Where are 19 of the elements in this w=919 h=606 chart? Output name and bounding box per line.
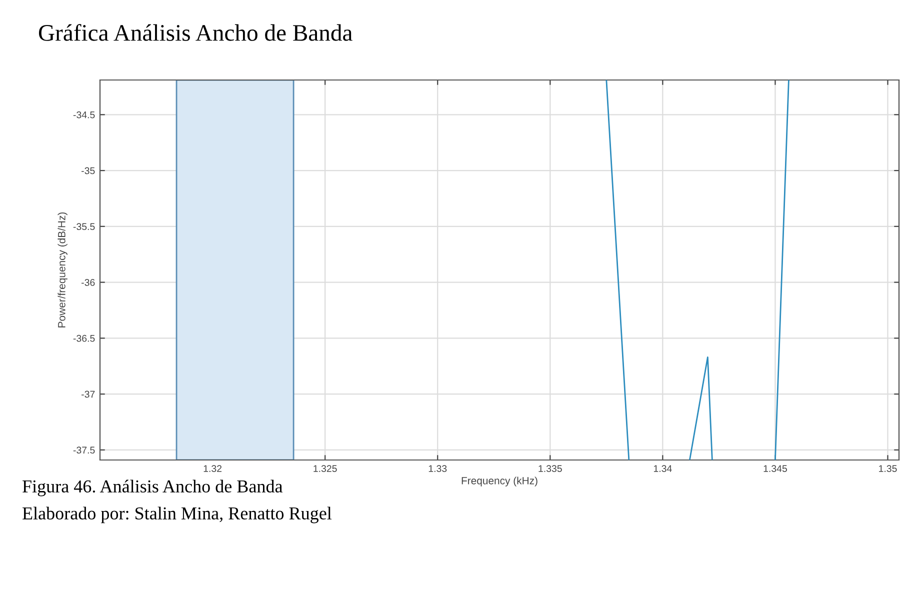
y-tick-label: -35	[82, 167, 95, 174]
x-tick-label: 1.335	[538, 465, 562, 472]
y-tick-label: -37	[82, 390, 95, 398]
y-tick-label: -36.5	[73, 334, 95, 342]
y-tick-label: -34.5	[73, 111, 95, 118]
y-axis-title: Power/frequency (dB/Hz)	[58, 212, 68, 328]
text: Figura 46. Análisis Ancho de Banda	[22, 480, 283, 496]
x-tick-label: 1.32	[204, 465, 222, 472]
y-tick-label: -37.5	[73, 446, 95, 454]
x-tick-label: 1.345	[764, 465, 787, 472]
x-tick-label: 1.325	[314, 465, 337, 472]
x-tick-label: 1.34	[654, 465, 672, 472]
y-tick-label: -36	[82, 279, 95, 286]
text: Elaborado por: Stalin Mina, Renatto Rugel	[22, 506, 332, 524]
chart-title: Gráfica Análisis Ancho de Banda	[38, 24, 352, 41]
x-tick-label: 1.33	[428, 465, 447, 472]
x-tick-label: 1.35	[879, 465, 897, 472]
x-axis-title: Frequency (kHz)	[462, 476, 538, 486]
y-tick-label: -35.5	[73, 223, 95, 230]
